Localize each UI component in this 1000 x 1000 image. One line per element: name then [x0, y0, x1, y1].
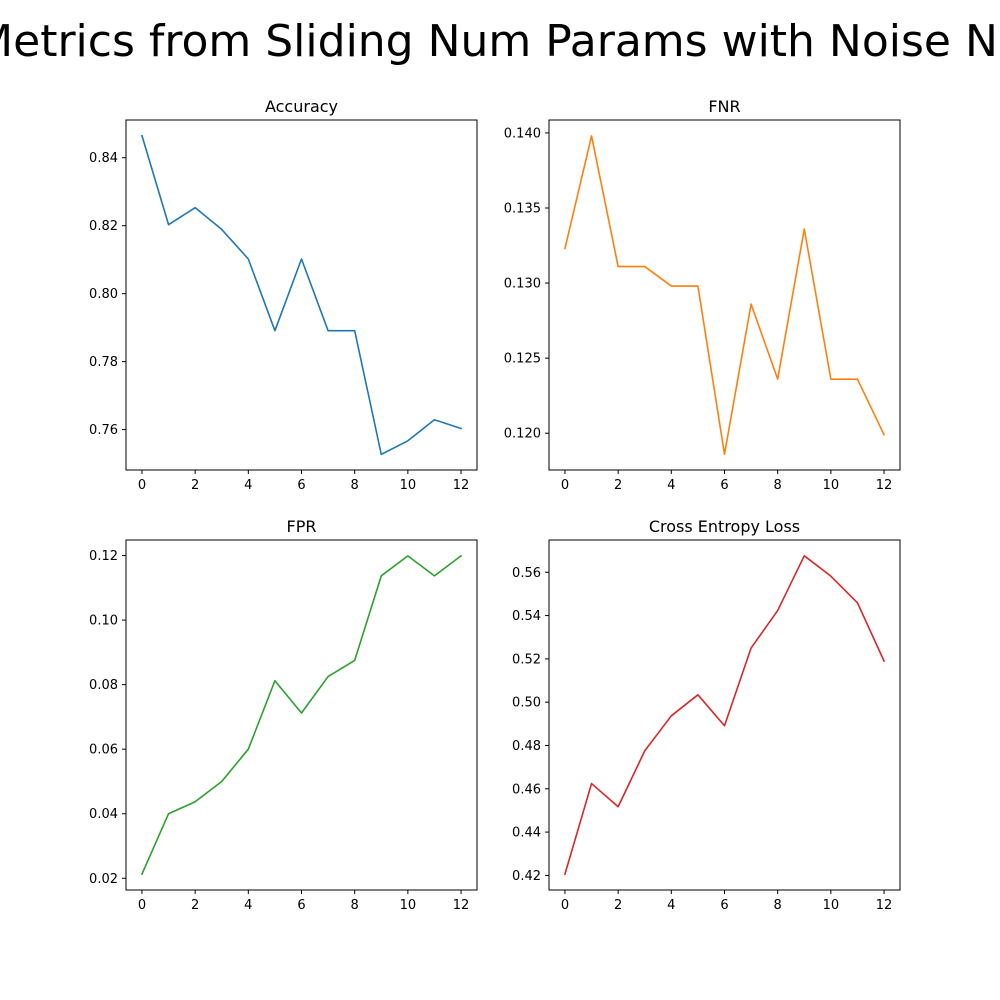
fpr-xtick-label: 4: [244, 898, 252, 913]
cross-entropy-loss-ytick-label: 0.56: [512, 566, 541, 581]
cross-entropy-loss-xtick-label: 2: [614, 898, 622, 913]
cross-entropy-loss-xtick-label: 12: [876, 898, 893, 913]
fpr-xtick-label: 2: [191, 898, 199, 913]
cross-entropy-loss-ytick-label: 0.46: [512, 782, 541, 797]
cross-entropy-loss-title: Cross Entropy Loss: [649, 517, 800, 536]
cross-entropy-loss-ytick-label: 0.44: [512, 826, 541, 841]
fpr-ytick-label: 0.12: [89, 549, 118, 564]
cross-entropy-loss-xtick-label: 10: [823, 898, 840, 913]
fpr-ytick-label: 0.08: [89, 678, 118, 693]
fnr-xtick-label: 6: [720, 478, 728, 493]
fpr-title: FPR: [287, 517, 317, 536]
fnr-xtick-label: 12: [876, 478, 893, 493]
fnr-ytick-label: 0.130: [504, 277, 541, 292]
fpr-ytick-label: 0.04: [89, 807, 118, 822]
subplot-fpr: FPR 0 2 4 6 8 10 12 0.02 0.04 0.06 0.08 0.10 0.12: [89, 517, 478, 913]
cross-entropy-loss-ytick-label: 0.48: [512, 739, 541, 754]
accuracy-ytick-label: 0.76: [89, 423, 118, 438]
cross-entropy-loss-ytick-label: 0.42: [512, 869, 541, 884]
cross-entropy-loss-xtick-label: 6: [720, 898, 728, 913]
subplot-cross-entropy-loss: Cross Entropy Loss 0 2 4 6 8 10 12 0.42 0.44 0.46 0…: [512, 517, 901, 913]
cross-entropy-loss-ytick-label: 0.52: [512, 652, 541, 667]
fnr-xtick-label: 0: [561, 478, 569, 493]
fpr-ytick-label: 0.06: [89, 743, 118, 758]
cross-entropy-loss-xtick-label: 4: [667, 898, 675, 913]
cross-entropy-loss-ytick-label: 0.54: [512, 609, 541, 624]
figure-suptitle: Metrics from Sliding Num Params with Noi…: [0, 16, 1000, 67]
accuracy-xtick-label: 4: [244, 478, 252, 493]
fnr-axes-frame: [548, 119, 901, 471]
accuracy-title: Accuracy: [265, 97, 338, 116]
fnr-xtick-label: 2: [614, 478, 622, 493]
fnr-xtick-label: 4: [667, 478, 675, 493]
subplot-accuracy: Accuracy 0 2 4 6 8 10 12 0.76 0.78 0.80 0.82 0.84: [89, 97, 478, 493]
fnr-xtick-label: 10: [823, 478, 840, 493]
fpr-xtick-label: 6: [297, 898, 305, 913]
accuracy-xtick-label: 0: [138, 478, 146, 493]
fpr-ytick-label: 0.10: [89, 614, 118, 629]
accuracy-ytick-label: 0.78: [89, 355, 118, 370]
accuracy-axes-frame: [125, 119, 478, 471]
fnr-ytick-label: 0.140: [504, 126, 541, 141]
fpr-xtick-label: 0: [138, 898, 146, 913]
cross-entropy-loss-xtick-label: 8: [774, 898, 782, 913]
fpr-axes-frame: [125, 539, 478, 891]
fnr-series-line: [563, 135, 886, 456]
fpr-xtick-label: 8: [351, 898, 359, 913]
fnr-title: FNR: [708, 97, 740, 116]
accuracy-xtick-label: 8: [351, 478, 359, 493]
accuracy-ytick-label: 0.80: [89, 287, 118, 302]
cross-entropy-loss-xtick-label: 0: [561, 898, 569, 913]
fnr-xtick-label: 8: [774, 478, 782, 493]
accuracy-series-line: [140, 134, 463, 456]
fnr-ytick-label: 0.120: [504, 427, 541, 442]
subplot-fnr: FNR 0 2 4 6 8 10 12 0.120 0.125 0.130 0.135 0.140: [504, 97, 901, 493]
accuracy-xtick-label: 10: [400, 478, 417, 493]
accuracy-xtick-label: 12: [453, 478, 470, 493]
accuracy-ytick-label: 0.82: [89, 219, 118, 234]
fpr-series-line: [140, 554, 463, 876]
fnr-ytick-label: 0.135: [504, 201, 541, 216]
accuracy-xtick-label: 6: [297, 478, 305, 493]
cross-entropy-loss-series-line: [563, 555, 886, 876]
accuracy-xtick-label: 2: [191, 478, 199, 493]
fpr-ytick-label: 0.02: [89, 872, 118, 887]
fpr-xtick-label: 12: [453, 898, 470, 913]
cross-entropy-loss-ytick-label: 0.50: [512, 696, 541, 711]
fnr-ytick-label: 0.125: [504, 352, 541, 367]
fpr-xtick-label: 10: [400, 898, 417, 913]
accuracy-ytick-label: 0.84: [89, 151, 118, 166]
